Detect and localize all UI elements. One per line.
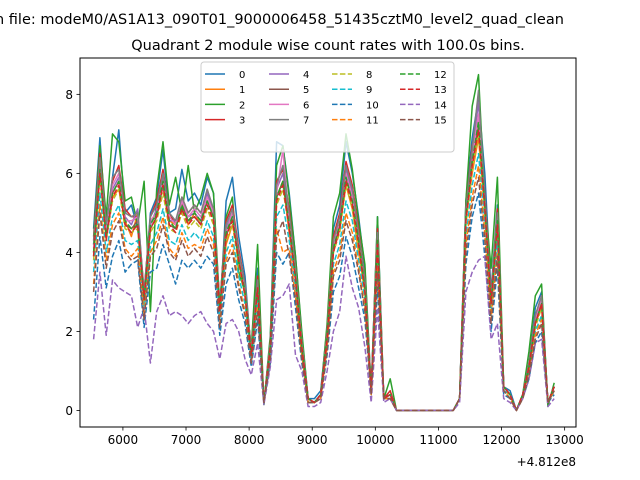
series-lines [92,73,555,412]
legend-label-6: 6 [303,100,309,111]
y-axis: 0 2 4 6 8 [65,88,80,418]
x-tick-label: 12000 [482,433,520,447]
x-tick-label: 6000 [108,433,139,447]
legend-label-8: 8 [366,70,372,81]
series-line-8 [92,133,555,412]
legend-label-9: 9 [366,85,372,96]
legend-label-15: 15 [434,116,447,127]
y-tick-label: 0 [65,404,73,418]
legend-label-5: 5 [303,85,309,96]
x-axis: 6000 7000 8000 9000 10000 11000 12000 13000 [108,427,584,447]
plot-frame [79,57,577,428]
x-tick-label: 11000 [419,433,457,447]
legend-label-11: 11 [366,116,379,127]
legend-label-3: 3 [239,116,245,127]
x-tick-label: 7000 [171,433,202,447]
y-tick-label: 8 [65,88,73,102]
legend-label-14: 14 [434,100,447,111]
y-tick-label: 6 [65,167,73,181]
y-tick-label: 2 [65,325,73,339]
y-tick-label: 4 [65,246,73,260]
x-tick-label: 10000 [356,433,394,447]
chart-title: Quadrant 2 module wise count rates with … [131,38,525,54]
legend-label-13: 13 [434,85,447,96]
x-tick-label: 9000 [297,433,328,447]
legend-label-2: 2 [239,100,245,111]
figure-suptitle: n file: modeM0/AS1A13_090T01_9000006458_… [0,12,564,28]
x-axis-offset-label: +4.812e8 [517,455,576,469]
legend-label-4: 4 [303,70,309,81]
series-line-13 [92,129,555,412]
series-line-14 [92,255,555,412]
legend-label-0: 0 [239,70,245,81]
legend-label-10: 10 [366,100,379,111]
legend-label-1: 1 [239,85,245,96]
x-tick-label: 13000 [546,433,584,447]
series-line-15 [92,176,555,412]
x-tick-label: 8000 [234,433,265,447]
legend-label-7: 7 [303,116,309,127]
legend-frame [200,61,455,153]
legend-label-12: 12 [434,70,447,81]
